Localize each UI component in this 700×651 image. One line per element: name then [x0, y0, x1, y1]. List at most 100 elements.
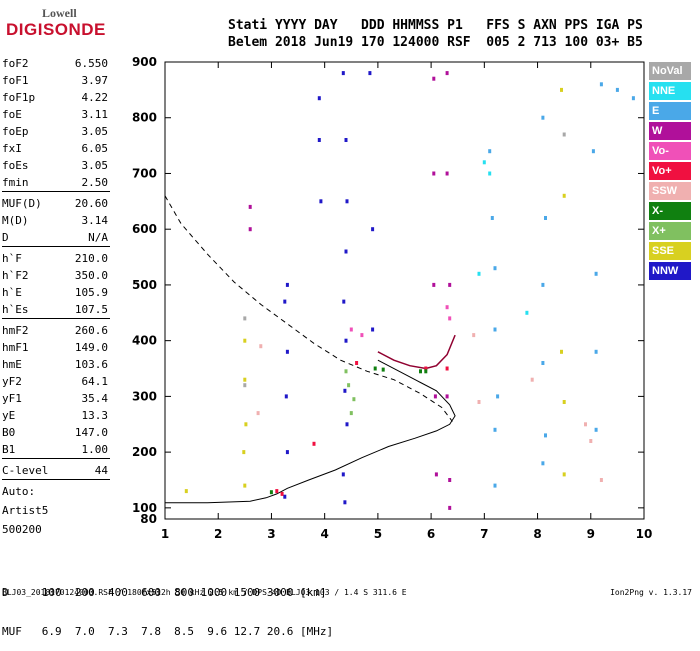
- param-row: foF1p 4.22: [2, 89, 110, 106]
- echo-point-w: [448, 505, 452, 510]
- param-name: h`E: [2, 286, 22, 299]
- echo-point-w: [248, 227, 252, 232]
- brand-bottom-text: DIGISONDE: [6, 20, 106, 39]
- echo-point-vo-: [280, 491, 284, 496]
- param-name: hmF1: [2, 341, 29, 354]
- param-value: 103.6: [74, 358, 108, 371]
- echo-point-e: [544, 216, 547, 220]
- param-name: foEs: [2, 159, 29, 172]
- echo-point-nne: [525, 310, 529, 315]
- param-value: 105.9: [74, 286, 108, 299]
- legend-item: E: [649, 102, 691, 120]
- legend-item: X+: [649, 222, 691, 240]
- header-values: Belem 2018 Jun19 170 124000 RSF 005 2 71…: [228, 35, 643, 50]
- polarization-legend: NoVal NNE E W Vo- Vo+ SSW X- X+ SSE NNW: [649, 62, 691, 282]
- echo-point-nnw: [341, 71, 345, 76]
- param-value: 6.550: [74, 57, 108, 70]
- param-name: fmin: [2, 176, 29, 189]
- echo-point-x-: [344, 369, 348, 374]
- x-tick-label: 9: [587, 527, 595, 541]
- echo-point-nnw: [343, 388, 347, 393]
- echo-point-ssw: [599, 478, 603, 482]
- echo-point-nnw: [371, 227, 375, 232]
- echo-point-sse: [562, 193, 566, 198]
- file-info-footer: BLJ03_2018170124000.RSF / 180fx512h 50 k…: [2, 588, 407, 597]
- param-name: foF1: [2, 74, 29, 87]
- x-tick-label: 5: [374, 527, 382, 541]
- echo-point-nnw: [284, 394, 288, 399]
- density-profile-curve: [165, 359, 456, 504]
- echo-point-e: [631, 96, 635, 101]
- echo-point-nnw: [341, 472, 345, 477]
- param-name: foE: [2, 108, 22, 121]
- param-value: 64.1: [81, 375, 109, 388]
- param-value: 3.97: [81, 74, 109, 87]
- param-row: foEs 3.05: [2, 157, 110, 174]
- legend-item: NNW: [649, 262, 691, 280]
- echo-point-vo-: [448, 316, 452, 321]
- echo-point-nnw: [344, 138, 348, 142]
- param-row: foE 3.11: [2, 106, 110, 123]
- param-divider: [2, 191, 110, 195]
- param-value: 13.3: [81, 409, 109, 422]
- echo-point-x-: [269, 490, 273, 495]
- x-tick-label: 8: [533, 527, 541, 541]
- echo-point-vo-: [424, 366, 428, 371]
- param-name: fxI: [2, 142, 22, 155]
- echo-point-w: [445, 171, 449, 176]
- header-labels: Stati YYYY DAY DDD HHMMSS P1 FFS S AXN P…: [228, 18, 643, 33]
- x-tick-label: 2: [214, 527, 222, 541]
- param-value: 147.0: [74, 426, 108, 439]
- echo-point-e: [544, 433, 547, 438]
- echo-point-e: [496, 394, 500, 399]
- echo-point-nnw: [371, 327, 375, 332]
- echo-point-vo-: [360, 333, 364, 338]
- echo-point-nnw: [345, 199, 349, 204]
- param-row: B1 1.00: [2, 441, 110, 458]
- param-value: 210.0: [74, 252, 108, 265]
- param-row: hmF2 260.6: [2, 322, 110, 339]
- param-name: D: [2, 231, 9, 244]
- y-tick-label: 300: [132, 389, 157, 403]
- echo-point-nnw: [285, 450, 289, 455]
- y-tick-label: 500: [132, 278, 157, 292]
- echo-point-w: [448, 478, 452, 482]
- y-tick-label: 400: [132, 334, 157, 348]
- echo-point-e: [541, 461, 545, 466]
- echo-point-vo-: [355, 361, 359, 365]
- legend-item: Vo-: [649, 142, 691, 160]
- echo-point-e: [591, 149, 595, 154]
- param-name: C-level: [2, 464, 49, 477]
- echo-point-w: [432, 282, 436, 287]
- echo-point-ssw: [259, 344, 263, 349]
- param-value: 2.50: [81, 176, 109, 189]
- param-row: M(D) 3.14: [2, 212, 110, 229]
- echo-point-sse: [562, 472, 566, 477]
- legend-item: W: [649, 122, 691, 140]
- x-tick-label: 3: [267, 527, 275, 541]
- echo-point-vo-: [349, 327, 353, 332]
- echo-point-vo-: [275, 489, 279, 494]
- param-row: hmF1 149.0: [2, 339, 110, 356]
- echo-point-noval: [243, 316, 247, 321]
- echo-point-w: [433, 394, 437, 399]
- echo-point-noval: [243, 383, 247, 388]
- echo-point-vo-: [312, 441, 316, 446]
- echo-point-x-: [381, 367, 385, 372]
- echo-point-sse: [562, 400, 566, 404]
- param-value: 3.05: [81, 159, 109, 172]
- param-row: foF1 3.97: [2, 72, 110, 89]
- param-name: foF1p: [2, 91, 36, 104]
- x-tick-label: 10: [636, 527, 653, 541]
- param-row: h`Es 107.5: [2, 301, 110, 318]
- echo-point-e: [493, 427, 497, 432]
- param-name: hmF2: [2, 324, 29, 337]
- echo-point-ssw: [530, 377, 534, 382]
- plot-frame: [164, 61, 645, 520]
- echo-point-e: [594, 427, 598, 432]
- param-row: foF2 6.550: [2, 55, 110, 72]
- echo-point-nnw: [343, 500, 347, 505]
- param-row: D N/A: [2, 229, 110, 246]
- legend-item: SSW: [649, 182, 691, 200]
